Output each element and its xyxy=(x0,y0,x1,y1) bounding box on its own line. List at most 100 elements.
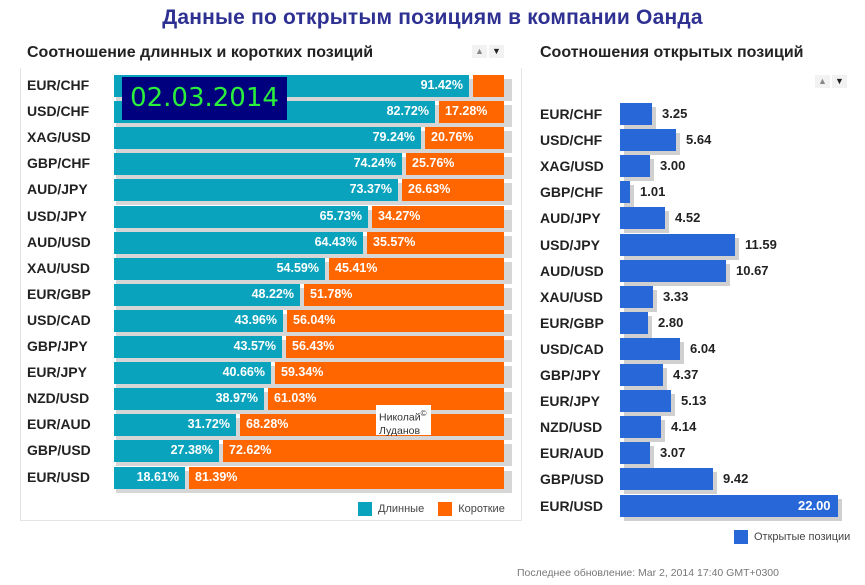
short-bar: 72.62% xyxy=(223,440,504,462)
open-positions-value-label: 10.67 xyxy=(736,263,769,278)
open-positions-bar xyxy=(620,416,661,438)
short-bar: 56.43% xyxy=(286,336,504,358)
short-bar xyxy=(473,75,504,97)
category-label: EUR/USD xyxy=(540,498,604,514)
short-bar: 20.76% xyxy=(425,127,504,149)
short-value-label: 72.62% xyxy=(229,443,272,457)
open-positions-value-label: 2.80 xyxy=(658,315,684,330)
category-label: GBP/USD xyxy=(27,442,91,458)
author-first-name: Николай xyxy=(379,411,421,424)
open-positions-bar xyxy=(620,103,652,125)
short-bar: 81.39% xyxy=(189,467,504,489)
short-bar: 25.76% xyxy=(406,153,504,175)
legend-swatch-long xyxy=(358,502,372,516)
category-label: AUD/JPY xyxy=(27,181,88,197)
short-bar: 59.34% xyxy=(275,362,504,384)
author-last-name: Луданов xyxy=(379,424,421,437)
category-label: USD/CAD xyxy=(540,341,604,357)
last-updated: Последнее обновление: Mar 2, 2014 17:40 … xyxy=(517,567,779,579)
short-value-label: 17.28% xyxy=(445,104,488,118)
short-bar: 17.28% xyxy=(439,101,504,123)
long-bar: 38.97% xyxy=(114,388,264,410)
legend-swatch-short xyxy=(438,502,453,516)
short-bar: 61.03% xyxy=(268,388,504,410)
short-value-label: 56.04% xyxy=(293,313,336,327)
short-value-label: 68.28% xyxy=(246,417,289,431)
sort-down-icon[interactable]: ▼ xyxy=(489,45,504,58)
open-positions-value-label: 5.13 xyxy=(681,393,707,408)
category-label: EUR/AUD xyxy=(27,416,91,432)
category-label: EUR/GBP xyxy=(540,315,604,331)
long-short-sort-controls: ▲ ▼ xyxy=(472,45,504,58)
short-value-label: 20.76% xyxy=(431,130,474,144)
long-bar: 73.37% xyxy=(114,179,398,201)
category-label: EUR/AUD xyxy=(540,445,604,461)
open-positions-bar xyxy=(620,468,713,490)
open-positions-value-label: 5.64 xyxy=(686,132,712,147)
open-positions-value-label: 22.00 xyxy=(798,498,831,513)
category-label: USD/JPY xyxy=(540,237,600,253)
long-value-label: 64.43% xyxy=(314,235,357,249)
long-value-label: 91.42% xyxy=(420,78,463,92)
long-short-chart-title: Соотношение длинных и коротких позиций xyxy=(27,44,374,61)
long-short-row: EUR/USD 18.61% 81.39% xyxy=(0,467,865,493)
category-label: XAG/USD xyxy=(27,129,91,145)
open-positions-bar xyxy=(620,207,665,229)
short-value-label: 35.57% xyxy=(373,235,416,249)
long-bar: 43.57% xyxy=(114,336,282,358)
legend-swatch-open-positions xyxy=(734,530,748,544)
category-label: XAU/USD xyxy=(540,289,604,305)
long-short-row: USD/CAD 43.96% 56.04% xyxy=(0,310,865,336)
open-positions-bar xyxy=(620,181,630,203)
long-value-label: 54.59% xyxy=(276,261,319,275)
long-value-label: 18.61% xyxy=(136,470,179,484)
long-value-label: 74.24% xyxy=(353,156,396,170)
category-label: USD/CAD xyxy=(27,312,91,328)
open-positions-value-label: 3.07 xyxy=(660,445,686,460)
long-bar: 74.24% xyxy=(114,153,402,175)
author-watermark: Николай© Луданов xyxy=(376,405,431,437)
long-bar: 31.72% xyxy=(114,414,236,436)
category-label: EUR/GBP xyxy=(27,286,91,302)
open-positions-bar xyxy=(620,390,671,412)
category-label: XAG/USD xyxy=(540,158,604,174)
open-positions-bar xyxy=(620,312,648,334)
long-value-label: 48.22% xyxy=(251,287,294,301)
category-label: USD/JPY xyxy=(27,208,87,224)
copyright-mark: © xyxy=(420,409,427,418)
long-bar: 48.22% xyxy=(114,284,300,306)
long-bar: 79.24% xyxy=(114,127,421,149)
long-short-row: GBP/JPY 43.57% 56.43% xyxy=(0,336,865,362)
sort-up-icon[interactable]: ▲ xyxy=(472,45,487,58)
sort-up-icon[interactable]: ▲ xyxy=(815,75,830,88)
legend-label-long: Длинные xyxy=(378,503,425,515)
open-positions-chart-title: Соотношения открытых позиций xyxy=(540,44,804,61)
long-bar: 54.59% xyxy=(114,258,325,280)
long-short-row: NZD/USD 38.97% 61.03% xyxy=(0,388,865,414)
short-bar: 56.04% xyxy=(287,310,504,332)
open-positions-value-label: 4.52 xyxy=(675,210,701,225)
short-value-label: 59.34% xyxy=(281,365,324,379)
short-value-label: 81.39% xyxy=(195,470,238,484)
open-positions-value-label: 1.01 xyxy=(640,184,666,199)
open-positions-bar xyxy=(620,286,653,308)
open-positions-bar xyxy=(620,338,680,360)
category-label: EUR/USD xyxy=(27,469,91,485)
long-value-label: 82.72% xyxy=(386,104,429,118)
long-bar: 18.61% xyxy=(114,467,185,489)
open-positions-bar xyxy=(620,495,838,517)
category-label: GBP/JPY xyxy=(27,338,88,354)
category-label: NZD/USD xyxy=(540,419,603,435)
category-label: GBP/JPY xyxy=(540,367,601,383)
long-value-label: 43.57% xyxy=(233,339,276,353)
long-short-row: USD/JPY 65.73% 34.27% xyxy=(0,206,865,232)
open-positions-sort-controls: ▲ ▼ xyxy=(815,75,847,88)
category-label: USD/CHF xyxy=(27,103,90,119)
open-positions-bar xyxy=(620,234,735,256)
sort-down-icon[interactable]: ▼ xyxy=(832,75,847,88)
long-value-label: 27.38% xyxy=(170,443,213,457)
long-short-row: AUD/JPY 73.37% 26.63% xyxy=(0,179,865,205)
short-bar: 68.28% xyxy=(240,414,504,436)
short-value-label: 61.03% xyxy=(274,391,317,405)
long-short-row: EUR/GBP 48.22% 51.78% xyxy=(0,284,865,310)
